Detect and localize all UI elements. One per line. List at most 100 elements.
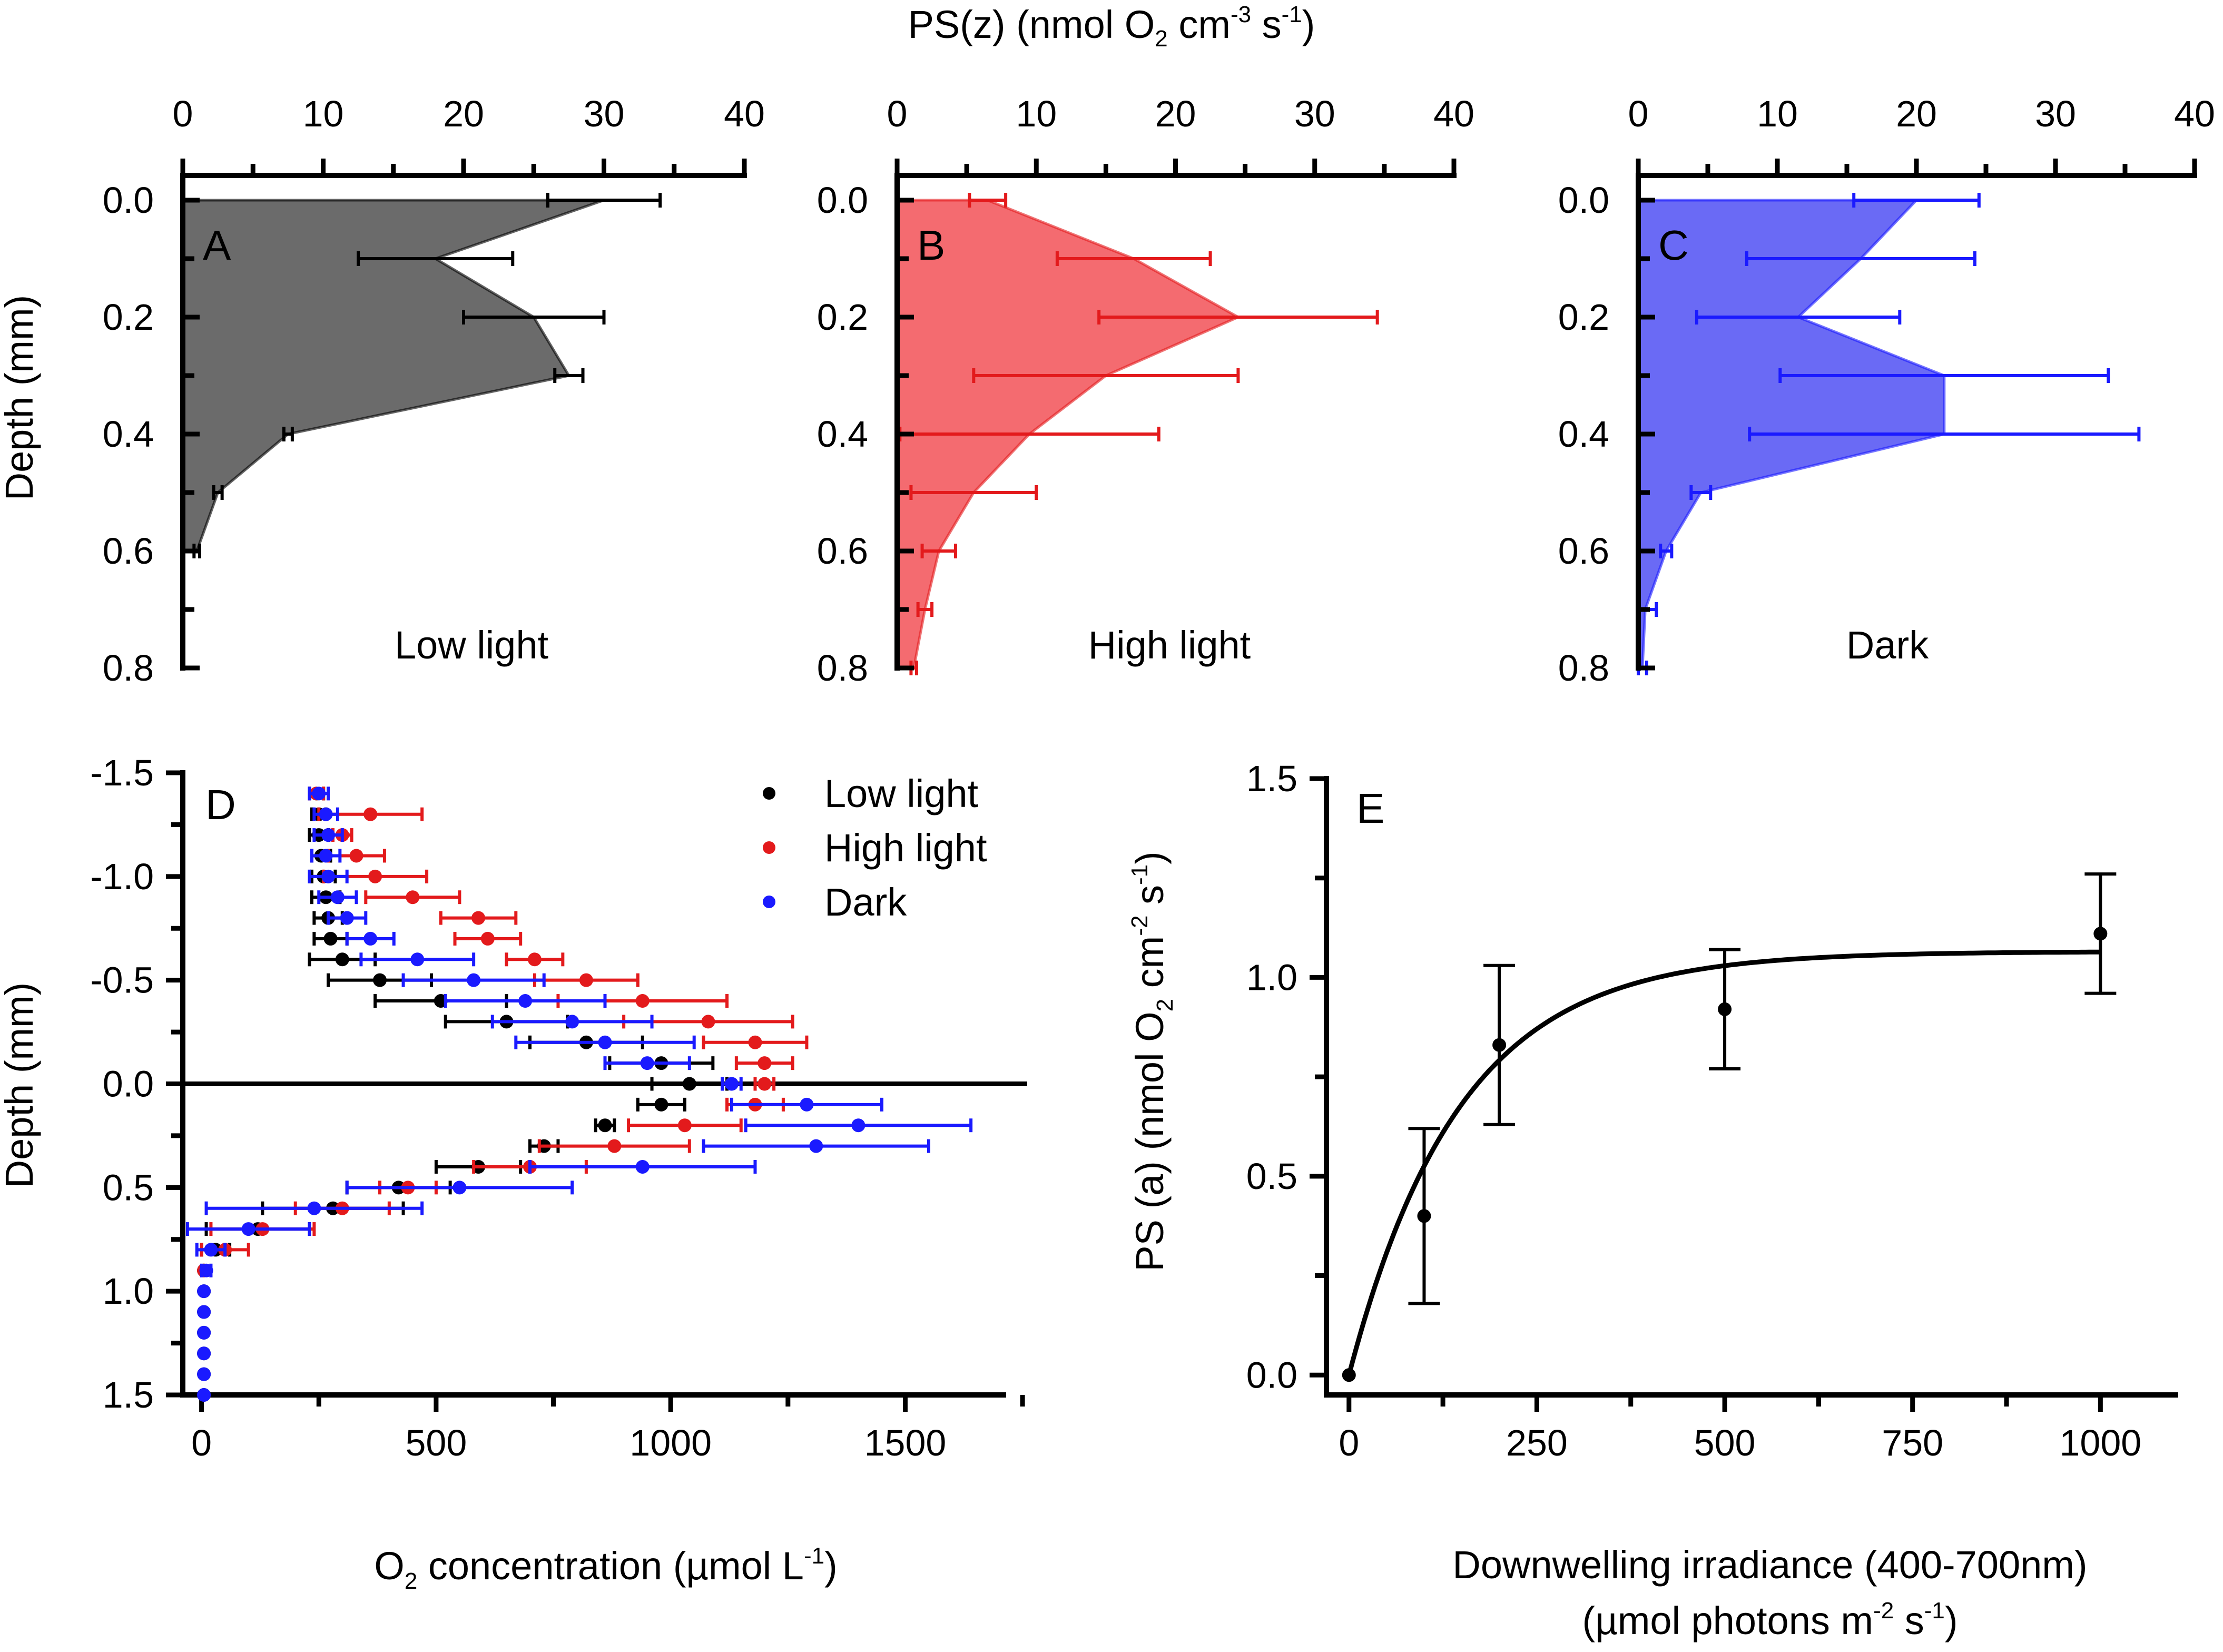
point-high-9 xyxy=(579,973,593,987)
panel-e-ylabel: PS (a) (nmol O2 cm-2 s-1) xyxy=(1127,851,1178,1272)
y-tick-label-c-0.6: 0.6 xyxy=(1558,530,1609,572)
point-dark-9 xyxy=(467,973,481,987)
panel-e-x-tick-label-1000: 1000 xyxy=(2059,1422,2141,1463)
point-dark-6 xyxy=(340,911,354,925)
top-axis-title: PS(z) (nmol O2 cm-3 s-1) xyxy=(908,2,1315,52)
panel-d-x-tick-label-1500: 1500 xyxy=(864,1422,947,1463)
point-high-3 xyxy=(349,849,363,863)
point-low-7 xyxy=(323,931,338,946)
point-high-11 xyxy=(701,1015,715,1029)
x-tick-label-c-40: 40 xyxy=(2174,93,2215,134)
x-tick-label-c-0: 0 xyxy=(1628,93,1649,134)
point-dark-15 xyxy=(800,1097,814,1112)
x-tick-label-b-30: 30 xyxy=(1294,93,1335,134)
point-dark-25 xyxy=(197,1305,211,1319)
y-tick-label-a-0.2: 0.2 xyxy=(103,297,154,338)
point-dark-11 xyxy=(565,1015,579,1029)
point-dark-13 xyxy=(640,1056,654,1070)
point-high-17 xyxy=(607,1139,622,1153)
point-high-10 xyxy=(635,994,650,1008)
panel-e-x-tick-label-750: 750 xyxy=(1882,1422,1943,1463)
y-tick-label-c-0.0: 0.0 xyxy=(1558,180,1609,221)
x-tick-label-a-30: 30 xyxy=(584,93,625,134)
panel-d-x-tick-label-1000: 1000 xyxy=(629,1422,712,1463)
point-dark-14 xyxy=(724,1077,739,1091)
point-dark-16 xyxy=(851,1118,865,1133)
x-tick-label-b-0: 0 xyxy=(887,93,908,134)
panel-e-y-tick-label-1.5: 1.5 xyxy=(1246,758,1297,799)
y-tick-label-b-0.6: 0.6 xyxy=(817,530,868,572)
panel-d-x-tick-label-500: 500 xyxy=(406,1422,467,1463)
panel-d-y-tick-label-0: -1.5 xyxy=(90,752,154,793)
legend-label-low-light: Low light xyxy=(824,772,979,815)
legend-marker-low-light xyxy=(763,787,775,800)
point-high-8 xyxy=(527,952,542,967)
point-dark-20 xyxy=(307,1201,321,1215)
e-point-4 xyxy=(2093,927,2108,941)
point-high-1 xyxy=(363,807,378,821)
panel-e-x-tick-label-250: 250 xyxy=(1506,1422,1568,1463)
point-low-14 xyxy=(682,1077,696,1091)
panel-d-y-tick-label-5: 1.0 xyxy=(103,1271,154,1312)
panel-d-xlabel: O2 concentration (µmol L-1) xyxy=(374,1543,837,1594)
condition-label-a: Low light xyxy=(395,623,549,667)
point-dark-19 xyxy=(453,1181,467,1195)
y-tick-label-c-0.8: 0.8 xyxy=(1558,647,1609,689)
top-row-depth-label: Depth (mm) xyxy=(0,295,41,501)
condition-label-c: Dark xyxy=(1846,623,1929,667)
y-tick-label-c-0.2: 0.2 xyxy=(1558,297,1609,338)
y-tick-label-b-0.2: 0.2 xyxy=(817,297,868,338)
point-high-16 xyxy=(677,1118,692,1133)
panel-d-y-tick-label-1: -1.0 xyxy=(90,856,154,897)
point-high-5 xyxy=(406,890,420,904)
point-dark-26 xyxy=(197,1325,211,1340)
y-tick-label-c-0.4: 0.4 xyxy=(1558,414,1609,455)
e-point-1 xyxy=(1417,1209,1431,1223)
x-tick-label-b-40: 40 xyxy=(1433,93,1474,134)
panel-d-y-tick-label-2: -0.5 xyxy=(90,960,154,1001)
panel-d-ylabel: Depth (mm) xyxy=(0,982,41,1188)
point-low-8 xyxy=(335,952,349,967)
panel-d: D Depth (mm) O2 concentration (µmol L-1)… xyxy=(0,752,1027,1594)
point-dark-8 xyxy=(410,952,425,967)
y-tick-label-b-0.8: 0.8 xyxy=(817,647,868,689)
legend-marker-high-light xyxy=(763,841,775,854)
point-dark-2 xyxy=(321,828,336,842)
panel-b: 0 10 20 30 40 0.0 0.2 0.4 0.6 0.8 B High light xyxy=(817,93,1474,689)
legend-label-high-light: High light xyxy=(824,826,987,870)
point-dark-12 xyxy=(598,1035,612,1049)
point-high-6 xyxy=(471,911,486,925)
panel-e-x-tick-label-500: 500 xyxy=(1694,1422,1756,1463)
y-tick-label-b-0.4: 0.4 xyxy=(817,414,868,455)
point-low-15 xyxy=(654,1097,668,1112)
panel-e-y-tick-label-1.0: 1.0 xyxy=(1246,957,1297,998)
panel-d-letter: D xyxy=(205,781,236,828)
point-dark-0 xyxy=(312,786,326,801)
point-low-9 xyxy=(373,973,387,987)
x-tick-label-c-30: 30 xyxy=(2035,93,2076,134)
y-tick-label-a-0.0: 0.0 xyxy=(103,180,154,221)
panel-e: E PS (a) (nmol O2 cm-2 s-1) Downwelling … xyxy=(1127,758,2178,1643)
x-tick-label-a-0: 0 xyxy=(173,93,193,134)
panel-d-x-tick-label-0: 0 xyxy=(191,1422,212,1463)
panel-d-y-tick-label-4: 0.5 xyxy=(103,1167,154,1208)
point-dark-4 xyxy=(321,869,336,883)
panel-e-y-tick-label-0.0: 0.0 xyxy=(1246,1354,1297,1395)
x-tick-label-a-40: 40 xyxy=(724,93,765,134)
panel-letter-b: B xyxy=(917,222,945,269)
point-dark-1 xyxy=(319,807,333,821)
point-dark-5 xyxy=(330,890,345,904)
point-high-13 xyxy=(758,1056,772,1070)
point-dark-17 xyxy=(809,1139,823,1153)
y-tick-label-a-0.6: 0.6 xyxy=(103,530,154,572)
panel-e-xlabel: Downwelling irradiance (400-700nm) xyxy=(1452,1543,2087,1587)
point-dark-22 xyxy=(204,1243,218,1257)
panel-e-xlabel-units: (µmol photons m-2 s-1) xyxy=(1582,1598,1958,1643)
point-high-4 xyxy=(368,869,382,883)
e-point-2 xyxy=(1492,1038,1507,1052)
panel-a: 0 10 20 30 40 0.0 0.2 0.4 0.6 0.8 A Low light xyxy=(103,93,765,689)
legend-marker-dark xyxy=(763,896,775,908)
x-tick-label-b-10: 10 xyxy=(1016,93,1057,134)
e-point-3 xyxy=(1718,1002,1732,1016)
legend-label-dark: Dark xyxy=(824,880,907,924)
